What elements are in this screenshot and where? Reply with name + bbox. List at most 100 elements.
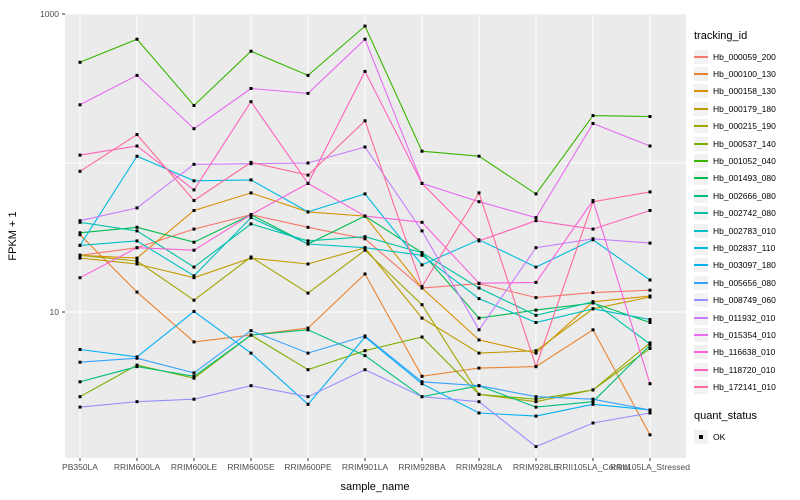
data-point [135,225,139,229]
data-point [306,91,310,95]
data-point [363,192,367,196]
data-point [306,395,310,399]
data-point [135,256,139,260]
data-point [534,400,538,404]
legend-item: Hb_005656_080 [694,274,800,291]
data-point [192,227,196,231]
legend-line-icon [694,142,708,145]
data-point [534,246,538,250]
legend-item-label: Hb_011932_010 [713,312,776,323]
data-point [477,328,481,332]
data-point [192,276,196,280]
data-point [192,179,196,183]
x-tick-label-RRIM928LE: RRIM928LE [512,462,560,472]
data-point [534,321,538,324]
legend-line-icon [694,281,708,284]
legend-item: Hb_002783_010 [694,222,800,239]
data-point [534,414,538,418]
data-point [591,122,595,125]
data-point [363,145,367,149]
data-point [363,37,367,41]
data-point [192,199,196,202]
data-point [648,382,652,386]
data-point [135,246,139,250]
data-point [135,356,139,360]
data-point [420,335,424,339]
data-point [192,376,196,380]
legend-line-icon [694,212,708,215]
data-point [591,400,595,404]
data-point [306,326,310,330]
data-point [591,397,595,401]
data-point [534,405,538,409]
data-point [534,308,538,312]
data-point [534,265,538,269]
legend-item-label: Hb_008749_060 [713,295,776,306]
legend-item: Hb_011932_010 [694,309,800,326]
legend-line-icon [694,73,708,76]
data-point [306,262,310,266]
data-point [363,368,367,372]
data-point [477,400,481,404]
data-point [420,253,424,257]
data-point [249,216,253,220]
legend-item: Hb_015354_010 [694,326,800,343]
legend-key-swatch [694,345,708,360]
data-point [648,318,652,321]
data-point [363,214,367,218]
legend-item-label: Hb_002666_080 [713,190,776,201]
x-tick-label-RRIM928LA: RRIM928LA [455,462,503,472]
data-point [306,73,310,77]
data-point [591,200,595,204]
data-point [78,233,82,237]
data-point [78,219,82,223]
data-point [591,402,595,406]
data-point [477,297,481,301]
legend-line-icon [694,194,708,197]
data-point [249,87,253,90]
legend-item-label: Hb_002837_110 [713,242,776,253]
data-point [648,295,652,299]
data-point [363,69,367,73]
data-point [534,216,538,220]
legend-key-swatch [694,119,708,134]
legend-key-swatch [694,380,708,395]
data-point [249,213,253,217]
data-point [363,349,367,353]
data-point [420,316,424,320]
legend-key-swatch [694,258,708,273]
data-point [78,153,82,157]
data-point [363,354,367,358]
quant-legend-item: OK [694,428,800,445]
quant-status-legend: quant_status OK [694,410,800,445]
data-point [477,286,481,290]
data-point [477,239,481,243]
data-point [363,272,367,276]
x-tick-label-RRIM901LA: RRIM901LA [341,462,389,472]
data-point [477,351,481,355]
data-point [135,400,139,404]
data-point [78,220,82,224]
x-tick-label-RRII105LA_Control: RRII105LA_Control [556,462,630,472]
legend-key-swatch [694,154,708,169]
data-point [420,285,424,289]
data-point [192,104,196,107]
data-point [477,191,481,195]
data-point [135,206,139,210]
legend-line-icon [694,229,708,232]
legend-line-icon [694,386,708,389]
data-point [135,290,139,294]
data-point [135,365,139,369]
data-point [306,368,310,372]
data-point [249,384,253,388]
data-point [249,329,253,333]
data-point [78,395,82,399]
data-point [192,397,196,401]
data-point [363,246,367,250]
legend-item: Hb_000537_140 [694,135,800,152]
legend-line-icon [694,333,708,336]
data-point [192,374,196,378]
data-point [306,328,310,332]
data-point [591,114,595,118]
data-point [648,209,652,212]
